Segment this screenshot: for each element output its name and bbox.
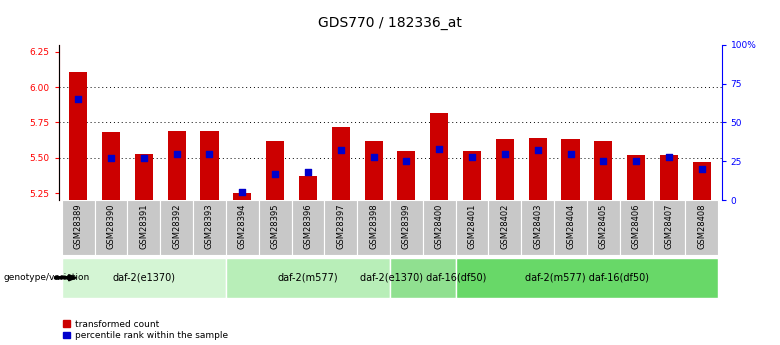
- Text: daf-2(e1370) daf-16(df50): daf-2(e1370) daf-16(df50): [360, 273, 486, 283]
- Text: GSM28392: GSM28392: [172, 204, 181, 249]
- Point: [269, 171, 282, 177]
- Bar: [653, 200, 686, 255]
- Bar: [200, 131, 218, 200]
- Bar: [160, 200, 193, 255]
- Bar: [390, 200, 423, 255]
- Text: GSM28407: GSM28407: [665, 204, 673, 249]
- Bar: [423, 200, 456, 255]
- Text: GSM28401: GSM28401: [467, 204, 477, 249]
- Text: GSM28399: GSM28399: [402, 204, 411, 249]
- Bar: [357, 200, 390, 255]
- Bar: [431, 112, 448, 200]
- Bar: [266, 141, 284, 200]
- Point: [597, 159, 610, 164]
- Bar: [259, 200, 292, 255]
- Point: [105, 156, 117, 161]
- Bar: [620, 200, 653, 255]
- Point: [400, 159, 413, 164]
- Text: GSM28402: GSM28402: [501, 204, 509, 249]
- Bar: [693, 162, 711, 200]
- Bar: [233, 193, 251, 200]
- Point: [630, 159, 643, 164]
- Text: genotype/variation: genotype/variation: [4, 273, 90, 282]
- Point: [696, 166, 708, 172]
- Text: GSM28396: GSM28396: [303, 204, 313, 249]
- Bar: [332, 127, 349, 200]
- Bar: [324, 200, 357, 255]
- Bar: [94, 200, 127, 255]
- Bar: [496, 139, 514, 200]
- Point: [236, 190, 249, 195]
- Text: GSM28393: GSM28393: [205, 204, 214, 249]
- Bar: [226, 257, 390, 298]
- Bar: [660, 155, 678, 200]
- Point: [498, 151, 511, 156]
- Point: [170, 151, 183, 156]
- Bar: [397, 151, 416, 200]
- Bar: [488, 200, 521, 255]
- Text: GSM28394: GSM28394: [238, 204, 246, 249]
- Bar: [62, 257, 226, 298]
- Text: GSM28389: GSM28389: [73, 204, 83, 249]
- Bar: [594, 141, 612, 200]
- Text: GSM28400: GSM28400: [434, 204, 444, 249]
- Bar: [135, 154, 153, 200]
- Text: GSM28398: GSM28398: [369, 204, 378, 249]
- Point: [72, 97, 84, 102]
- Point: [137, 156, 150, 161]
- Text: GDS770 / 182336_at: GDS770 / 182336_at: [318, 16, 462, 30]
- Text: daf-2(e1370): daf-2(e1370): [112, 273, 176, 283]
- Text: GSM28406: GSM28406: [632, 204, 640, 249]
- Bar: [627, 155, 645, 200]
- Bar: [456, 200, 488, 255]
- Point: [531, 148, 544, 153]
- Bar: [529, 138, 547, 200]
- Point: [367, 154, 380, 159]
- Text: daf-2(m577): daf-2(m577): [278, 273, 339, 283]
- Bar: [562, 139, 580, 200]
- Text: GSM28391: GSM28391: [140, 204, 148, 249]
- Text: GSM28395: GSM28395: [271, 204, 279, 249]
- Point: [204, 151, 216, 156]
- Point: [302, 169, 314, 175]
- Bar: [299, 176, 317, 200]
- Bar: [364, 141, 383, 200]
- Bar: [554, 200, 587, 255]
- Point: [466, 154, 478, 159]
- Legend: transformed count, percentile rank within the sample: transformed count, percentile rank withi…: [63, 320, 228, 341]
- Bar: [587, 200, 620, 255]
- Bar: [168, 131, 186, 200]
- Point: [433, 146, 445, 152]
- Text: GSM28403: GSM28403: [534, 204, 542, 249]
- Point: [663, 154, 675, 159]
- Point: [564, 151, 576, 156]
- Bar: [463, 151, 481, 200]
- Bar: [127, 200, 160, 255]
- Bar: [686, 200, 718, 255]
- Bar: [102, 132, 120, 200]
- Bar: [226, 200, 259, 255]
- Bar: [390, 257, 456, 298]
- Text: GSM28404: GSM28404: [566, 204, 575, 249]
- Bar: [292, 200, 324, 255]
- Bar: [62, 200, 94, 255]
- Text: daf-2(m577) daf-16(df50): daf-2(m577) daf-16(df50): [525, 273, 649, 283]
- Bar: [456, 257, 718, 298]
- Text: GSM28405: GSM28405: [599, 204, 608, 249]
- Text: GSM28397: GSM28397: [336, 204, 346, 249]
- Text: GSM28390: GSM28390: [107, 204, 115, 249]
- Bar: [193, 200, 226, 255]
- Text: GSM28408: GSM28408: [697, 204, 707, 249]
- Bar: [69, 72, 87, 200]
- Point: [335, 148, 347, 153]
- Bar: [521, 200, 554, 255]
